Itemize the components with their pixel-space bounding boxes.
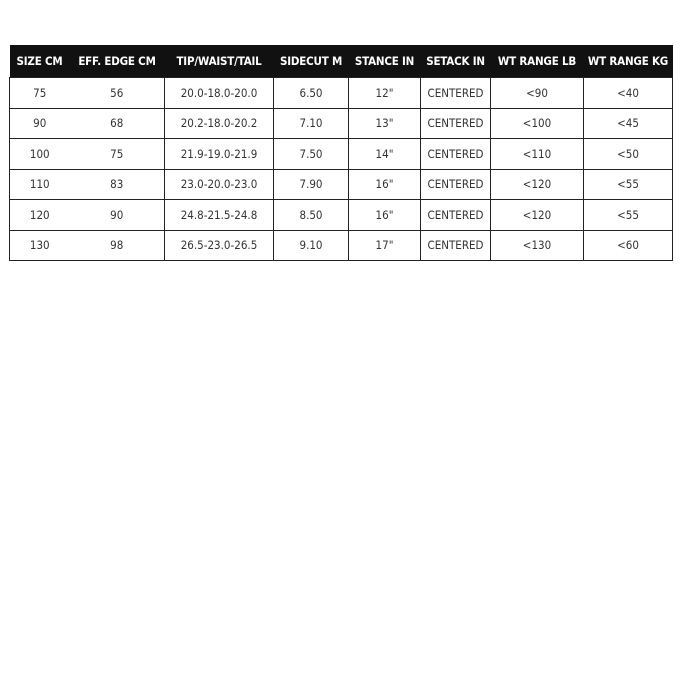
column-header: SIZE CM (9, 45, 70, 78)
table-cell: 16" (348, 199, 421, 231)
table-cell: <55 (583, 199, 673, 231)
table-cell: <45 (583, 107, 673, 139)
table-cell: CENTERED (420, 77, 491, 109)
table-cell: 90 (9, 107, 70, 139)
table-cell: 20.2-18.0-20.2 (164, 107, 274, 139)
table-cell: 7.10 (273, 107, 349, 139)
column-header: EFF. EDGE CM (69, 45, 165, 78)
column-header: SETACK IN (420, 45, 491, 78)
table-cell: 7.90 (273, 168, 349, 200)
column-header: WT RANGE LB (490, 45, 584, 78)
table-cell: CENTERED (420, 107, 491, 139)
table-cell: 14" (348, 138, 421, 170)
table-cell: 56 (69, 77, 165, 109)
table-cell: 17" (348, 229, 421, 261)
table-cell: 75 (69, 138, 165, 170)
column-header: WT RANGE KG (583, 45, 673, 78)
table-row: 75 56 20.0-18.0-20.0 6.50 12" CENTERED <90 <40 (9, 77, 673, 109)
table-cell: 20.0-18.0-20.0 (164, 77, 274, 109)
table-cell: 6.50 (273, 77, 349, 109)
size-chart-table: SIZE CM EFF. EDGE CM TIP/WAIST/TAIL SIDECUT… (9, 45, 673, 261)
table-cell: <100 (490, 107, 584, 139)
table-cell: CENTERED (420, 138, 491, 170)
table-cell: 83 (69, 168, 165, 200)
table-cell: 75 (9, 77, 70, 109)
table-cell: <90 (490, 77, 584, 109)
table-cell: 16" (348, 168, 421, 200)
table-cell: <60 (583, 229, 673, 261)
table-row: 100 75 21.9-19.0-21.9 7.50 14" CENTERED <110 <5… (9, 138, 673, 170)
table-cell: 24.8-21.5-24.8 (164, 199, 274, 231)
table-cell: <40 (583, 77, 673, 109)
table-cell: 26.5-23.0-26.5 (164, 229, 274, 261)
table-cell: 13" (348, 107, 421, 139)
column-header: SIDECUT M (273, 45, 349, 78)
table-cell: 100 (9, 138, 70, 170)
table-cell: <120 (490, 199, 584, 231)
table-cell: 90 (69, 199, 165, 231)
table-cell: <110 (490, 138, 584, 170)
table-cell: <120 (490, 168, 584, 200)
column-header: STANCE IN (348, 45, 421, 78)
table-cell: <130 (490, 229, 584, 261)
table-cell: CENTERED (420, 168, 491, 200)
table-row: 90 68 20.2-18.0-20.2 7.10 13" CENTERED <100 <45 (9, 107, 673, 139)
column-header: TIP/WAIST/TAIL (164, 45, 274, 78)
table-cell: 12" (348, 77, 421, 109)
table-cell: 110 (9, 168, 70, 200)
table-cell: 21.9-19.0-21.9 (164, 138, 274, 170)
header-row: SIZE CM EFF. EDGE CM TIP/WAIST/TAIL SIDECUT… (9, 45, 673, 78)
table-cell: 130 (9, 229, 70, 261)
table-cell: 23.0-20.0-23.0 (164, 168, 274, 200)
table-cell: CENTERED (420, 199, 491, 231)
table-cell: 7.50 (273, 138, 349, 170)
table-cell: <55 (583, 168, 673, 200)
table-cell: CENTERED (420, 229, 491, 261)
table-cell: 98 (69, 229, 165, 261)
table-cell: 9.10 (273, 229, 349, 261)
table-row: 130 98 26.5-23.0-26.5 9.10 17" CENTERED <130 <6… (9, 229, 673, 261)
table-cell: <50 (583, 138, 673, 170)
table-row: 110 83 23.0-20.0-23.0 7.90 16" CENTERED <120 <5… (9, 168, 673, 200)
table-row: 120 90 24.8-21.5-24.8 8.50 16" CENTERED <120 <5… (9, 199, 673, 231)
table-cell: 8.50 (273, 199, 349, 231)
table-cell: 120 (9, 199, 70, 231)
table-cell: 68 (69, 107, 165, 139)
